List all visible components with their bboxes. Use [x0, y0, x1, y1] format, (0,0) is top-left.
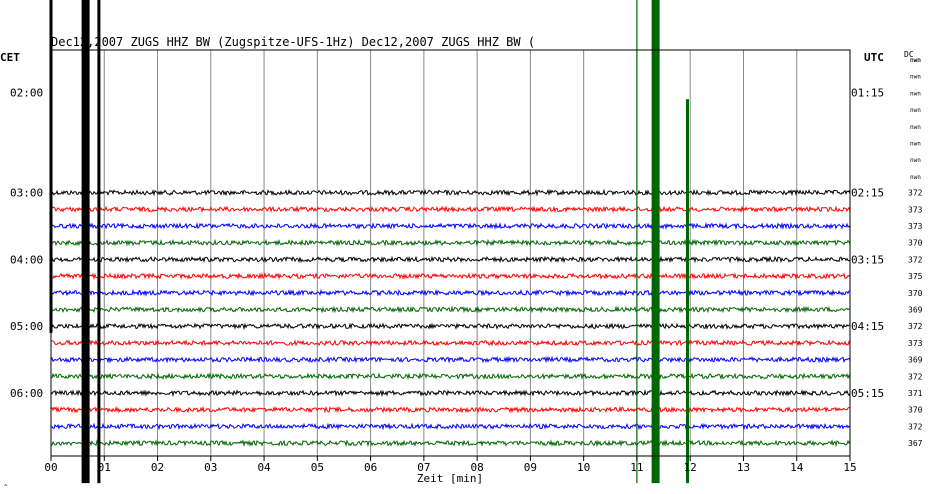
x-tick-label-03: 03 [204, 461, 217, 474]
dc-value-16: 369 [908, 306, 923, 315]
right-timezone-label: UTC [864, 51, 884, 64]
right-time-label-5: 05:15 [851, 387, 884, 400]
seismic-trace-line-10 [50, 205, 851, 214]
left-time-labels: 02:00 03:00 04:00 05:00 06:00 [10, 86, 43, 400]
dc-value-4: nwn [910, 107, 921, 114]
seismic-trace-line-21 [50, 389, 851, 398]
seismic-trace-line-22 [50, 405, 851, 414]
event-band-4 [636, 0, 638, 484]
left-timezone-label: CET [0, 51, 20, 64]
x-tick-label-06: 06 [364, 461, 377, 474]
x-tick-label-05: 05 [311, 461, 324, 474]
x-axis-ticks: 00 01 02 03 04 05 06 07 08 09 10 11 12 13 14 15 [44, 456, 857, 474]
x-tick-label-07: 07 [417, 461, 430, 474]
x-tick-label-04: 04 [257, 461, 271, 474]
dc-value-14: 375 [908, 272, 923, 281]
x-axis-label: Zeit [min] [417, 472, 483, 485]
dc-value-17: 372 [908, 322, 923, 331]
dc-value-column: nwn nwn nwn nwn nwn nwn nwn nwn 372 373 373 370 372 3… [908, 57, 923, 448]
dc-value-10: 373 [908, 205, 923, 214]
traces [50, 188, 851, 448]
x-tick-label-10: 10 [577, 461, 590, 474]
x-tick-label-14: 14 [790, 461, 804, 474]
dc-value-20: 372 [908, 372, 923, 381]
seismic-trace-line-15 [50, 288, 851, 297]
seismic-trace-line-12 [50, 238, 851, 247]
right-time-label-4: 04:15 [851, 320, 884, 333]
dc-value-12: 370 [908, 239, 923, 248]
right-time-label-1: 01:15 [851, 86, 884, 99]
x-tick-label-02: 02 [151, 461, 164, 474]
dc-value-1: nwn [910, 57, 921, 64]
dc-value-18: 373 [908, 339, 923, 348]
chart-title: Dec12,2007 ZUGS HHZ BW (Zugspitze-UFS-1H… [51, 35, 535, 49]
seismic-trace-line-18 [50, 339, 851, 347]
left-time-label-4: 05:00 [10, 320, 43, 333]
left-time-label-5: 06:00 [10, 387, 43, 400]
event-band-3 [97, 0, 101, 484]
dc-value-6: nwn [910, 141, 921, 148]
seismic-trace-line-23 [50, 422, 851, 431]
seismic-trace-line-14 [50, 272, 851, 281]
dc-value-9: 372 [908, 189, 923, 198]
dc-value-3: nwn [910, 90, 921, 97]
seismic-trace-line-11 [50, 221, 851, 231]
left-time-label-3: 04:00 [10, 253, 43, 266]
dc-value-15: 370 [908, 289, 923, 298]
seismic-trace-line-20 [50, 372, 851, 381]
dc-value-13: 372 [908, 255, 923, 264]
x-tick-label-13: 13 [737, 461, 750, 474]
dc-value-2: nwn [910, 74, 921, 81]
dc-value-21: 371 [908, 389, 923, 398]
dc-value-22: 370 [908, 406, 923, 415]
plot-frame [50, 49, 851, 457]
seismic-trace-line-13 [50, 255, 851, 264]
dc-value-19: 369 [908, 356, 923, 365]
right-time-labels: 01:15 02:15 03:15 04:15 05:15 [851, 86, 884, 400]
x-tick-label-11: 11 [630, 461, 643, 474]
dc-sublabel: nwn [910, 57, 921, 64]
left-time-label-2: 03:00 [10, 187, 43, 200]
dc-value-8: nwn [910, 174, 921, 181]
seismic-trace-line-17 [50, 322, 851, 331]
dc-value-24: 367 [908, 439, 923, 448]
right-time-label-2: 02:15 [851, 187, 884, 200]
x-tick-label-00: 00 [44, 461, 57, 474]
x-tick-label-15: 15 [843, 461, 856, 474]
x-tick-label-12: 12 [684, 461, 697, 474]
dc-label: DC [904, 50, 914, 59]
seismic-trace-line-24 [50, 439, 851, 448]
x-tick-label-08: 08 [471, 461, 484, 474]
corner-mark: ^ [4, 484, 8, 491]
event-band-2 [81, 0, 90, 484]
event-band-6 [686, 99, 689, 484]
dc-value-11: 373 [908, 222, 923, 231]
dc-value-7: nwn [910, 157, 921, 164]
x-tick-label-09: 09 [524, 461, 537, 474]
seismic-trace-line-16 [50, 305, 851, 314]
dc-value-5: nwn [910, 124, 921, 131]
dc-value-23: 372 [908, 422, 923, 431]
seismic-trace-line-9 [50, 188, 851, 197]
event-band-5 [651, 0, 660, 484]
right-time-label-3: 03:15 [851, 253, 884, 266]
seismic-trace-line-19 [50, 355, 851, 364]
left-time-label-1: 02:00 [10, 86, 43, 99]
x-tick-label-01: 01 [98, 461, 111, 474]
